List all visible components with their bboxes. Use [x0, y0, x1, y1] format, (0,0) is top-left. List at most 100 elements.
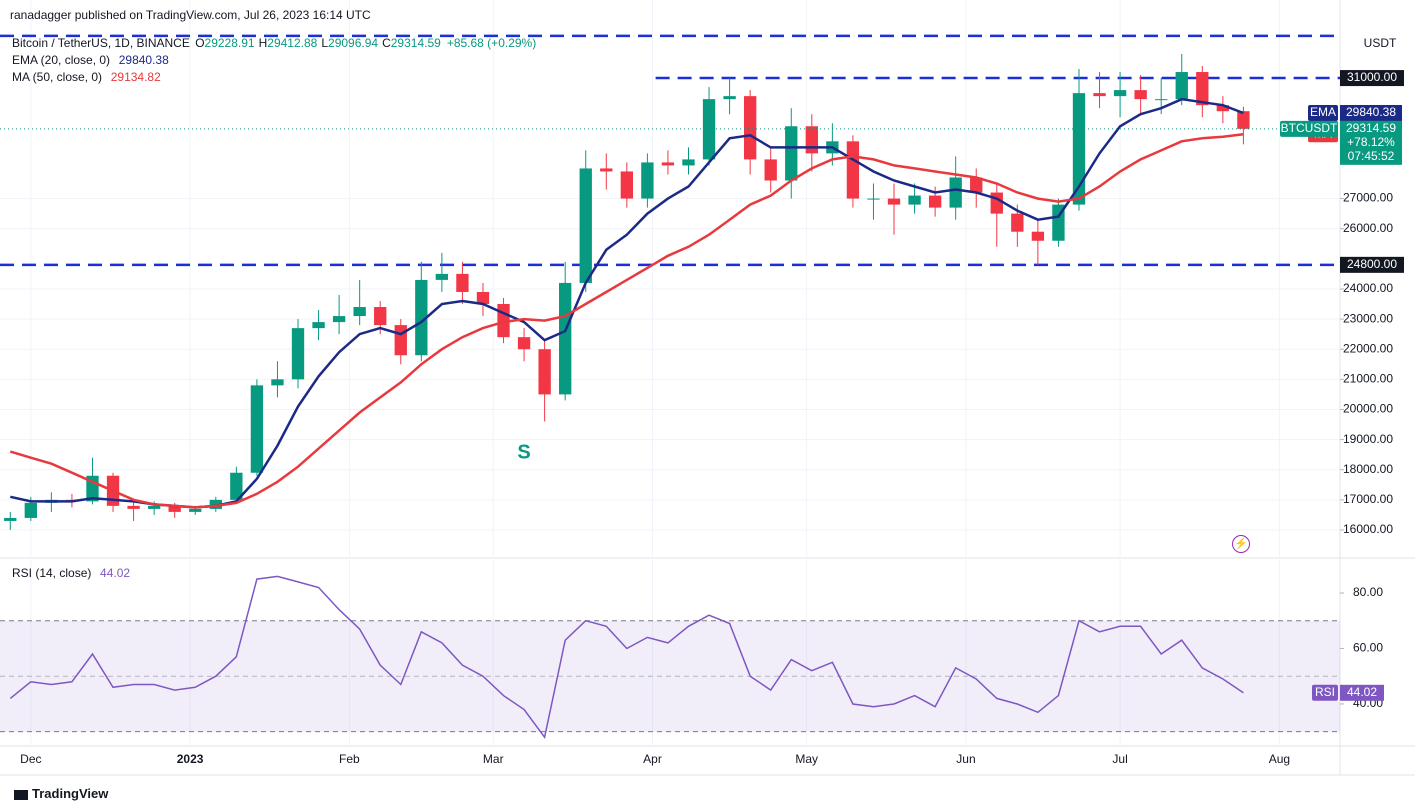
candle-body — [456, 273, 469, 292]
candle-body — [250, 385, 264, 473]
y-tick-label: 16000.00 — [1343, 522, 1393, 536]
candle-body — [682, 159, 695, 166]
rsi-badge-value: 44.02 — [1347, 685, 1377, 699]
annotation: S — [517, 442, 530, 464]
candle-body — [1237, 111, 1250, 129]
rsi-badge-value-box — [1340, 684, 1384, 701]
y-tick-label: 19000.00 — [1343, 432, 1393, 446]
candle-body — [620, 171, 634, 199]
lightning-icon[interactable]: ⚡ — [1232, 535, 1250, 553]
last-badge-value: 29314.59 — [1346, 121, 1396, 135]
rsi-badge-name: RSI — [1315, 685, 1335, 699]
ohlc-value: 29228.91 — [204, 36, 255, 50]
x-tick-label: Jul — [1112, 752, 1127, 766]
legend-ema: EMA (20, close, 0) 29840.38 — [12, 53, 171, 67]
x-tick-label: Aug — [1269, 752, 1290, 766]
candle-body — [147, 505, 161, 509]
candle-body — [846, 141, 860, 199]
candle-body — [1155, 99, 1168, 101]
y-tick-label: 26000.00 — [1343, 221, 1393, 235]
x-tick-label: May — [795, 752, 818, 766]
y-tick-label: 27000.00 — [1343, 191, 1393, 205]
candle-body — [908, 195, 921, 205]
x-tick-label: Mar — [483, 752, 504, 766]
legend-ma: MA (50, close, 0) 29134.82 — [12, 70, 163, 84]
publisher: ranadagger published on TradingView.com,… — [10, 8, 371, 22]
symbol: Bitcoin / TetherUS, 1D, BINANCE — [12, 36, 190, 50]
candle-body — [990, 192, 1003, 214]
last-badge-value-box — [1340, 120, 1402, 165]
x-tick-label: Jun — [956, 752, 975, 766]
candle-body — [743, 96, 757, 160]
level-badge — [1340, 70, 1404, 87]
ohlc: O29228.91 H29412.88 L29096.94 C29314.59 — [195, 36, 445, 50]
rsi-legend: RSI (14, close) — [12, 566, 92, 580]
ma-value: 29134.82 — [110, 70, 161, 84]
candle-body — [374, 307, 387, 326]
x-tick-label: Dec — [20, 752, 41, 766]
currency: USDT — [1364, 36, 1397, 50]
y-tick-label: 21000.00 — [1343, 372, 1393, 386]
y-tick-label: 20000.00 — [1343, 402, 1393, 416]
y-tick-label: 23000.00 — [1343, 311, 1393, 325]
candle-body — [1175, 72, 1188, 100]
ema-badge-value: 29840.38 — [1346, 105, 1396, 119]
candle-body — [1113, 90, 1127, 97]
rsi-line — [9, 575, 1244, 739]
candle-body — [415, 279, 428, 356]
candle-body — [723, 96, 736, 100]
ema-badge-value-box — [1340, 104, 1402, 121]
candle-body — [271, 379, 284, 386]
candle-body — [435, 273, 449, 280]
ohlc-label: C — [382, 36, 391, 50]
candle-body — [312, 322, 325, 329]
x-tick-label: Apr — [643, 752, 662, 766]
candle-body — [189, 508, 202, 512]
y-tick-label: 17000.00 — [1343, 492, 1393, 506]
candle-body — [538, 349, 551, 395]
candle-body — [579, 168, 592, 283]
candle-body — [559, 282, 572, 395]
last-badge-extra: +78.12% — [1347, 135, 1395, 149]
level-label: 24800.00 — [1347, 257, 1397, 271]
candle-body — [702, 99, 716, 160]
ohlc-value: 29096.94 — [328, 36, 379, 50]
candle-body — [928, 195, 942, 208]
legend-main: Bitcoin / TetherUS, 1D, BINANCE O29228.9… — [12, 36, 538, 50]
candle-body — [887, 198, 901, 205]
rsi-tick-label: 80.00 — [1353, 585, 1383, 599]
candle-body — [600, 168, 613, 172]
candle-body — [867, 198, 880, 200]
level-badge — [1340, 256, 1404, 273]
y-tick-label: 24000.00 — [1343, 281, 1393, 295]
candle-body — [209, 499, 222, 509]
candle-body — [1072, 93, 1086, 205]
candle-body — [4, 517, 17, 521]
last-badge-name-box — [1280, 120, 1338, 137]
candle-body — [641, 162, 654, 199]
candle-body — [1216, 105, 1230, 112]
change: +85.68 (+0.29%) — [446, 36, 537, 50]
footer: TradingView — [14, 786, 110, 801]
ohlc-label: L — [321, 36, 329, 50]
candle-body — [291, 328, 305, 380]
candle-body — [805, 126, 818, 154]
overlay-line — [9, 133, 1244, 509]
ema-value: 29840.38 — [118, 53, 169, 67]
candle-body — [661, 162, 675, 166]
candle-body — [353, 307, 366, 317]
ema-badge-name-box — [1308, 104, 1338, 121]
ohlc-value: 29314.59 — [390, 36, 441, 50]
candle-body — [764, 159, 777, 181]
candle-body — [24, 502, 37, 518]
candle-body — [230, 472, 243, 500]
candle-body — [127, 505, 140, 509]
rsi-value: 44.02 — [100, 566, 131, 580]
candle-body — [332, 316, 346, 323]
x-tick-label: Feb — [339, 752, 360, 766]
y-tick-label: 18000.00 — [1343, 462, 1393, 476]
candle-body — [1093, 93, 1106, 97]
rsi-badge-name-box — [1312, 684, 1338, 701]
ohlc-label: H — [258, 36, 268, 50]
